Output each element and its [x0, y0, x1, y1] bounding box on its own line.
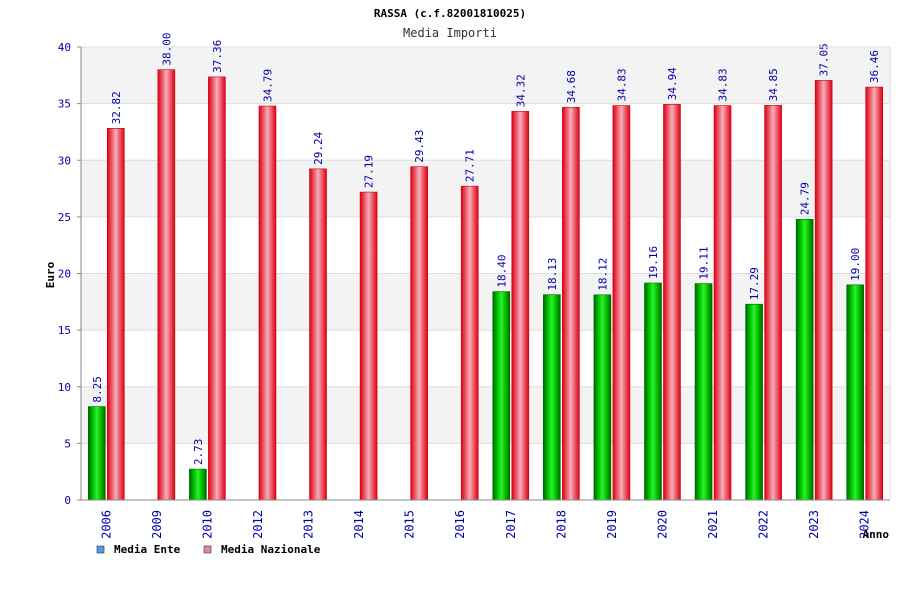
x-tick-label: 2013	[302, 510, 316, 539]
y-tick-label: 40	[58, 41, 71, 54]
bar-media-nazionale	[562, 106, 580, 501]
data-label-media-nazionale: 37.36	[211, 40, 224, 73]
legend: Media Ente Media Nazionale	[96, 543, 321, 556]
bar-media-nazionale	[258, 105, 277, 501]
bar-media-nazionale	[157, 69, 176, 501]
bars	[87, 69, 884, 501]
legend-swatch-media-nazionale	[203, 545, 212, 554]
data-label-media-ente: 17.29	[748, 267, 761, 300]
x-tick-label: 2014	[352, 510, 366, 539]
bar-media-ente	[593, 294, 612, 501]
data-label-media-ente: 2.73	[192, 439, 205, 466]
bar-media-ente	[745, 303, 763, 501]
y-tick-label: 15	[58, 324, 71, 337]
bar-media-nazionale	[460, 185, 479, 501]
data-label-media-nazionale: 34.79	[261, 69, 274, 102]
bar-media-nazionale	[713, 105, 732, 501]
legend-label-media-ente: Media Ente	[114, 543, 181, 556]
data-label-media-nazionale: 29.43	[413, 130, 426, 163]
data-label-media-nazionale: 34.32	[514, 74, 527, 107]
bar-media-nazionale	[359, 191, 378, 501]
x-tick-label: 2019	[605, 510, 619, 539]
data-label-media-ente: 19.16	[647, 246, 660, 279]
data-label-media-nazionale: 34.83	[615, 68, 628, 101]
x-axis-label: Anno	[863, 528, 890, 541]
legend-label-media-nazionale: Media Nazionale	[221, 543, 321, 556]
data-labels: 8.25 32.82 38.00 2.73 37.36 34.79 29.24 27.19 29…	[91, 33, 881, 466]
y-tick-label: 5	[64, 437, 71, 450]
x-tick-label: 2022	[757, 510, 771, 539]
data-label-media-nazionale: 34.94	[666, 67, 679, 100]
y-axis-label: Euro	[44, 261, 57, 288]
x-tick-label: 2017	[504, 510, 518, 539]
bar-media-ente	[492, 291, 511, 501]
y-tick-label: 0	[64, 494, 71, 507]
bar-media-nazionale	[511, 111, 530, 501]
bar-media-nazionale	[663, 104, 681, 501]
chart-title: RASSA (c.f.82001810025)	[374, 7, 526, 20]
x-tick-label: 2010	[200, 510, 214, 539]
data-label-media-nazionale: 29.24	[312, 131, 325, 164]
data-label-media-nazionale: 34.68	[565, 70, 578, 103]
bar-media-ente	[644, 282, 662, 501]
bar-media-nazionale	[764, 105, 782, 501]
bar-media-ente	[846, 284, 865, 501]
x-tick-label: 2009	[150, 510, 164, 539]
bar-media-nazionale	[612, 105, 631, 501]
x-tick-label: 2018	[554, 510, 568, 539]
data-label-media-ente: 8.25	[91, 376, 104, 403]
x-tick-label: 2021	[706, 510, 720, 539]
bar-media-ente	[795, 218, 814, 501]
y-tick-label: 35	[58, 98, 71, 111]
bar-media-nazionale	[814, 80, 833, 501]
bar-media-nazionale	[208, 76, 226, 501]
data-label-media-ente: 19.11	[698, 246, 711, 279]
data-label-media-nazionale: 27.71	[464, 149, 477, 182]
x-tick-label: 2006	[99, 510, 113, 539]
x-tick-label: 2020	[655, 510, 669, 539]
y-tick-label: 25	[58, 211, 71, 224]
bar-media-ente	[543, 294, 561, 501]
data-label-media-ente: 18.40	[495, 254, 508, 287]
bar-media-nazionale	[309, 168, 327, 501]
x-axis-ticks: 2006 2009 2010 2012 2013 2014 2015 2016 2017 2018…	[99, 510, 871, 539]
data-label-media-nazionale: 36.46	[868, 50, 881, 83]
data-label-media-ente: 24.79	[799, 182, 812, 215]
data-label-media-nazionale: 34.83	[717, 68, 730, 101]
x-tick-label: 2023	[807, 510, 821, 539]
x-tick-label: 2015	[403, 510, 417, 539]
data-label-media-ente: 18.12	[596, 258, 609, 291]
legend-swatch-media-ente	[96, 545, 105, 554]
data-label-media-ente: 18.13	[546, 258, 559, 291]
y-tick-label: 20	[58, 268, 71, 281]
x-tick-label: 2016	[453, 510, 467, 539]
x-tick-label: 2024	[858, 510, 872, 539]
data-label-media-nazionale: 37.05	[818, 43, 831, 76]
data-label-media-nazionale: 27.19	[363, 155, 376, 188]
bar-media-ente	[694, 283, 713, 501]
y-axis-ticks: 0 5 10 15 20 25 30 35 40	[58, 41, 81, 507]
bar-media-nazionale	[865, 86, 884, 501]
y-tick-label: 10	[58, 381, 71, 394]
bar-media-ente	[87, 406, 106, 501]
chart-subtitle: Media Importi	[403, 26, 497, 40]
data-label-media-nazionale: 34.85	[767, 68, 780, 101]
y-tick-label: 30	[58, 154, 71, 167]
x-tick-label: 2012	[251, 510, 265, 539]
bar-media-nazionale	[410, 166, 428, 501]
data-label-media-nazionale: 32.82	[110, 91, 123, 124]
bar-media-nazionale	[106, 128, 125, 501]
data-label-media-nazionale: 38.00	[160, 33, 173, 66]
data-label-media-ente: 19.00	[849, 248, 862, 281]
bar-media-ente	[189, 468, 207, 501]
